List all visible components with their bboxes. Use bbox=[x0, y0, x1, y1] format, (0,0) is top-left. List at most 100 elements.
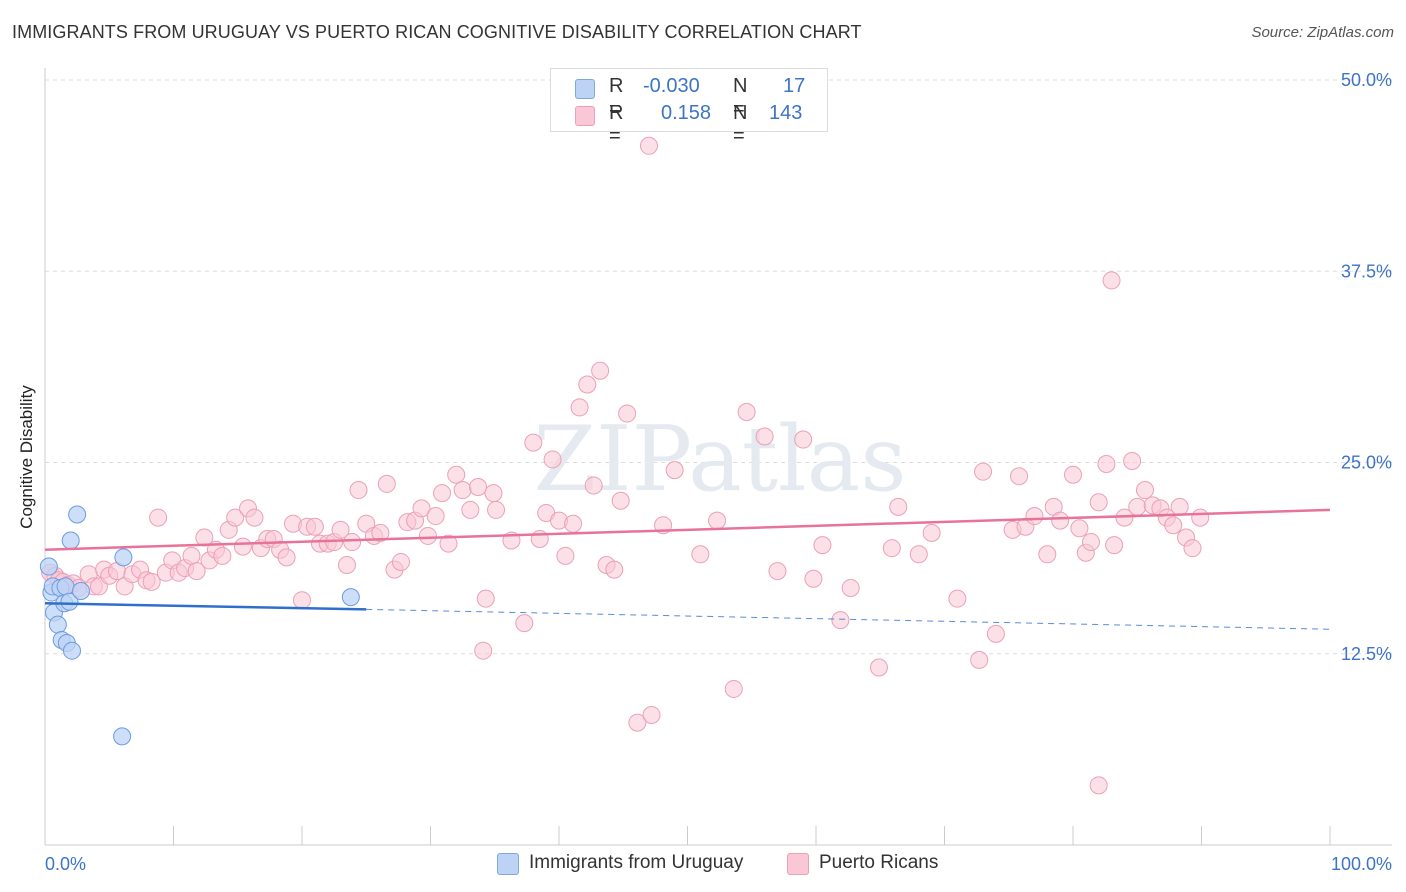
data-point-puerto-ricans bbox=[869, 658, 888, 677]
data-point-puerto-ricans bbox=[841, 578, 860, 597]
data-point-puerto-ricans bbox=[337, 556, 356, 575]
data-point-puerto-ricans bbox=[1097, 455, 1116, 474]
data-point-puerto-ricans bbox=[618, 404, 637, 423]
data-point-puerto-ricans bbox=[1128, 497, 1147, 516]
y-tick-label: 50.0% bbox=[1341, 70, 1392, 90]
data-point-puerto-ricans bbox=[391, 552, 410, 571]
data-point-puerto-ricans bbox=[578, 375, 597, 394]
source-label: Source: ZipAtlas.com bbox=[1251, 24, 1394, 41]
legend-swatch-pink bbox=[787, 853, 809, 875]
data-point-puerto-ricans bbox=[426, 507, 445, 526]
x-tick-label-max: 100.0% bbox=[1331, 854, 1392, 874]
data-point-puerto-ricans bbox=[831, 611, 850, 630]
y-tick-label: 25.0% bbox=[1341, 453, 1392, 473]
data-point-uruguay bbox=[113, 727, 132, 746]
data-point-puerto-ricans bbox=[889, 497, 908, 516]
trend-line-puerto-ricans bbox=[44, 508, 1331, 551]
data-point-puerto-ricans bbox=[813, 536, 832, 555]
data-point-puerto-ricans bbox=[305, 517, 324, 536]
data-point-puerto-ricans bbox=[639, 136, 658, 155]
legend-n-value: 143 bbox=[769, 102, 803, 124]
data-point-puerto-ricans bbox=[412, 499, 431, 518]
watermark: ZIPatlas bbox=[533, 407, 906, 512]
legend-swatch-pink bbox=[575, 106, 595, 126]
data-point-puerto-ricans bbox=[447, 465, 466, 484]
data-point-uruguay bbox=[68, 505, 87, 524]
data-point-puerto-ricans bbox=[293, 591, 311, 610]
data-point-puerto-ricans bbox=[1081, 533, 1100, 552]
data-point-puerto-ricans bbox=[974, 462, 993, 481]
legend-r-label: R = bbox=[609, 75, 624, 120]
legend-r-value: 0.158 bbox=[661, 102, 712, 124]
data-point-puerto-ricans bbox=[605, 560, 624, 579]
data-point-puerto-ricans bbox=[794, 430, 813, 449]
data-point-puerto-ricans bbox=[1089, 493, 1108, 512]
chart-title: IMMIGRANTS FROM URUGUAY VS PUERTO RICAN … bbox=[12, 22, 862, 42]
data-point-uruguay bbox=[39, 557, 58, 576]
data-point-puerto-ricans bbox=[524, 433, 543, 452]
data-point-puerto-ricans bbox=[665, 461, 684, 480]
data-point-uruguay bbox=[341, 588, 360, 607]
legend-n-value: 17 bbox=[783, 75, 806, 97]
data-point-puerto-ricans bbox=[556, 546, 575, 565]
data-point-puerto-ricans bbox=[1025, 507, 1044, 526]
data-point-puerto-ricans bbox=[755, 427, 774, 446]
data-point-puerto-ricans bbox=[213, 546, 232, 565]
data-point-puerto-ricans bbox=[418, 526, 437, 545]
data-point-puerto-ricans bbox=[1191, 508, 1210, 527]
legend-n-label: N = bbox=[733, 75, 748, 120]
data-point-puerto-ricans bbox=[737, 403, 756, 422]
x-tick-label-min: 0.0% bbox=[45, 854, 86, 874]
data-point-puerto-ricans bbox=[453, 481, 472, 500]
trend-line-uruguay-extrapolated bbox=[366, 608, 1331, 630]
data-point-puerto-ricans bbox=[377, 474, 396, 493]
data-point-puerto-ricans bbox=[149, 508, 168, 527]
data-point-puerto-ricans bbox=[1183, 539, 1202, 558]
legend-label-puerto-ricans: Puerto Ricans bbox=[819, 852, 939, 873]
data-point-puerto-ricans bbox=[970, 650, 989, 669]
legend-label-uruguay: Immigrants from Uruguay bbox=[529, 852, 744, 873]
data-point-puerto-ricans bbox=[1064, 465, 1082, 484]
legend-box: R = -0.030 N = 17 R = 0.158 N = 143 bbox=[550, 68, 828, 147]
data-point-puerto-ricans bbox=[187, 562, 206, 581]
data-point-puerto-ricans bbox=[543, 450, 562, 469]
data-point-puerto-ricans bbox=[922, 523, 941, 542]
data-point-uruguay bbox=[56, 577, 75, 596]
data-point-uruguay bbox=[48, 615, 67, 634]
data-point-puerto-ricans bbox=[461, 500, 480, 519]
data-point-puerto-ricans bbox=[804, 569, 823, 588]
data-point-puerto-ricans bbox=[245, 508, 264, 527]
trend-lines bbox=[44, 508, 1331, 630]
data-point-puerto-ricans bbox=[611, 491, 630, 510]
data-point-puerto-ricans bbox=[226, 508, 245, 527]
legend-r-value: -0.030 bbox=[643, 75, 700, 97]
data-point-uruguay bbox=[60, 592, 79, 611]
data-point-puerto-ricans bbox=[474, 641, 493, 660]
data-point-puerto-ricans bbox=[768, 562, 787, 581]
data-point-uruguay bbox=[62, 641, 81, 660]
data-point-puerto-ricans bbox=[708, 511, 727, 530]
data-point-puerto-ricans bbox=[948, 589, 967, 608]
legend-swatch-blue bbox=[575, 79, 595, 99]
data-point-puerto-ricans bbox=[724, 679, 743, 698]
data-point-puerto-ricans bbox=[570, 398, 589, 417]
data-point-puerto-ricans bbox=[1102, 271, 1121, 290]
data-point-puerto-ricans bbox=[476, 589, 495, 608]
data-point-puerto-ricans bbox=[628, 713, 647, 732]
data-point-puerto-ricans bbox=[371, 523, 390, 542]
data-point-puerto-ricans bbox=[1123, 451, 1142, 470]
data-point-puerto-ricans bbox=[277, 548, 296, 567]
data-point-puerto-ricans bbox=[233, 537, 252, 556]
data-point-puerto-ricans bbox=[1170, 497, 1189, 516]
data-point-puerto-ricans bbox=[986, 624, 1005, 643]
data-point-puerto-ricans bbox=[469, 477, 488, 496]
legend-swatch-blue bbox=[497, 853, 519, 875]
data-point-puerto-ricans bbox=[1105, 536, 1124, 555]
data-point-puerto-ricans bbox=[487, 500, 506, 519]
legend-n-label: N = bbox=[733, 102, 748, 147]
data-point-puerto-ricans bbox=[515, 614, 534, 633]
data-point-uruguay bbox=[71, 582, 90, 601]
gridlines bbox=[45, 79, 1392, 655]
data-point-puerto-ricans bbox=[1164, 516, 1183, 535]
